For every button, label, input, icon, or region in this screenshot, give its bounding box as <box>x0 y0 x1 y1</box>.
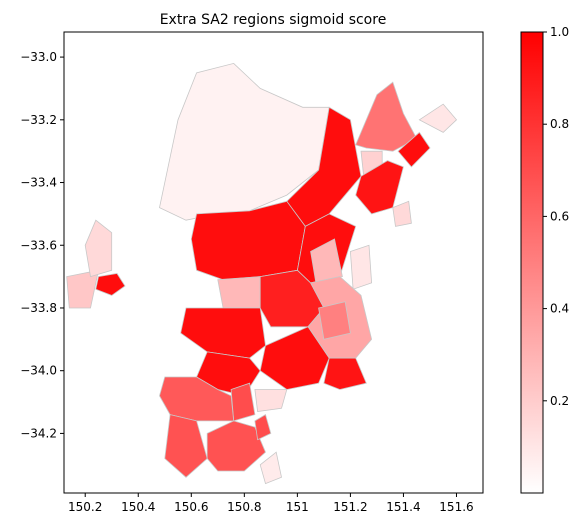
x-tick-label: 151 <box>286 500 309 514</box>
region-29 <box>259 451 282 485</box>
region-6 <box>392 200 412 227</box>
x-tick-label: 150.8 <box>227 500 261 514</box>
y-tick-label: −33.2 <box>20 113 57 127</box>
region-5 <box>397 131 431 168</box>
colorbar-tick-label: 0.6 <box>550 209 569 223</box>
colorbar-axis: 0.2 0.4 0.6 0.8 1.0 <box>543 25 569 408</box>
chart-title: Extra SA2 regions sigmoid score <box>160 12 387 28</box>
y-axis: −33.0 −33.2 −33.4 −33.6 −33.8 −34.0 −34.2 <box>20 50 64 440</box>
y-tick-label: −33.6 <box>20 238 57 252</box>
plot-frame <box>63 31 484 494</box>
colorbar-tick-label: 1.0 <box>550 25 569 39</box>
region-11 <box>349 244 373 290</box>
region-28 <box>254 413 272 441</box>
region-12 <box>95 273 126 296</box>
map-regions <box>66 62 458 485</box>
region-14 <box>84 219 113 278</box>
y-tick-label: −34.2 <box>20 426 57 440</box>
colorbar <box>520 31 544 494</box>
region-19 <box>318 301 351 340</box>
colorbar-tick-label: 0.4 <box>550 302 569 316</box>
colorbar-tick-label: 0.8 <box>550 117 569 131</box>
region-23 <box>230 382 256 422</box>
y-tick-label: −33.4 <box>20 176 57 190</box>
x-tick-label: 151.6 <box>439 500 473 514</box>
region-24 <box>254 389 288 412</box>
region-27 <box>206 420 266 472</box>
region-7 <box>418 103 458 133</box>
colorbar-tick-label: 0.2 <box>550 394 569 408</box>
region-26 <box>164 414 208 478</box>
region-10 <box>310 238 343 284</box>
region-8 <box>190 200 306 281</box>
region-2 <box>355 81 418 152</box>
x-tick-label: 150.4 <box>121 500 155 514</box>
region-13 <box>66 269 100 309</box>
x-tick-label: 151.2 <box>333 500 367 514</box>
x-axis: 150.2 150.4 150.6 150.8 151 151.2 151.4 151.6 <box>68 493 474 514</box>
region-21 <box>323 357 367 390</box>
region-16 <box>180 307 266 359</box>
x-tick-label: 151.4 <box>386 500 420 514</box>
x-tick-label: 150.6 <box>174 500 208 514</box>
region-15 <box>217 276 261 309</box>
y-tick-label: −33.8 <box>20 301 57 315</box>
y-tick-label: −33.0 <box>20 50 57 64</box>
y-tick-label: −34.0 <box>20 364 57 378</box>
x-tick-label: 150.2 <box>68 500 102 514</box>
